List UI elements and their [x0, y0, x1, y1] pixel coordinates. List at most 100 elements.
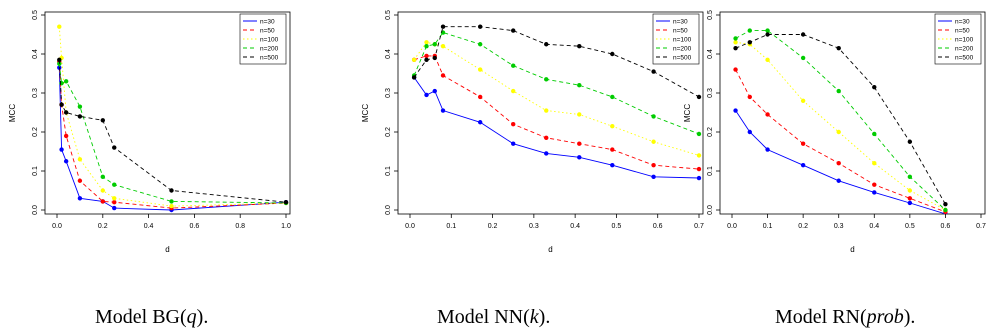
data-point-n=30 [59, 147, 64, 152]
data-point-n=50 [765, 112, 770, 117]
legend-label: n=500 [955, 54, 974, 61]
series-line-n=50 [735, 69, 946, 213]
x-axis-label: d [165, 245, 169, 254]
y-tick-label: 0.2 [707, 127, 714, 137]
data-point-n=500 [907, 139, 913, 144]
legend-label: n=50 [955, 27, 970, 34]
data-point-n=100 [77, 157, 83, 162]
data-point-n=500 [696, 94, 702, 100]
data-point-n=500 [57, 57, 62, 63]
x-tick-label: 0.5 [612, 223, 622, 230]
data-point-n=200 [100, 174, 106, 180]
data-point-n=30 [440, 108, 446, 113]
data-point-n=200 [424, 44, 429, 49]
data-point-n=100 [100, 188, 106, 193]
series-line-n=200 [735, 30, 946, 211]
x-axis-label: d [850, 245, 854, 254]
x-tick-label: 0.4 [869, 223, 879, 230]
data-point-n=30 [511, 141, 516, 146]
data-point-n=500 [610, 51, 615, 57]
legend-label: n=30 [955, 18, 970, 25]
data-point-n=50 [424, 53, 429, 59]
plot-frame [719, 11, 986, 215]
x-tick-label: 1.0 [281, 223, 291, 230]
x-tick-label: 0.4 [570, 223, 580, 230]
legend-label: n=50 [260, 27, 275, 34]
series-group [733, 28, 948, 214]
data-point-n=100 [440, 44, 446, 49]
y-tick-label: 0.3 [32, 88, 39, 98]
legend-label: n=100 [260, 36, 279, 43]
data-point-n=50 [577, 141, 582, 146]
y-axis-label: MCC [683, 104, 692, 122]
x-tick-label: 0.2 [798, 223, 808, 230]
y-axis-label: MCC [361, 104, 370, 122]
data-point-n=100 [765, 57, 770, 63]
y-tick-label: 0.5 [707, 10, 714, 20]
data-point-n=100 [872, 161, 877, 166]
data-point-n=200 [747, 28, 752, 33]
data-point-n=200 [112, 182, 117, 187]
data-point-n=500 [511, 28, 516, 33]
data-point-n=500 [943, 201, 948, 207]
legend-label: n=30 [673, 18, 688, 25]
data-point-n=50 [100, 199, 106, 204]
data-point-n=50 [610, 147, 615, 152]
data-point-n=500 [440, 24, 446, 29]
data-point-n=200 [77, 104, 83, 109]
series-line-n=30 [413, 77, 700, 179]
data-point-n=200 [169, 199, 174, 204]
y-tick-label: 0.5 [32, 10, 39, 20]
data-point-n=30 [63, 159, 69, 164]
data-point-n=30 [544, 151, 549, 156]
data-point-n=50 [511, 122, 516, 127]
data-point-n=500 [765, 32, 770, 37]
x-tick-label: 0.1 [763, 223, 773, 230]
data-point-n=500 [544, 42, 549, 47]
data-point-n=500 [411, 75, 417, 80]
x-tick-label: 0.0 [727, 223, 737, 230]
chart-panel-nn: 0.0 0.1 0.2 0.3 0.4 0.5 0.0 0.1 0.2 0.3 0.4 0.5 0.6 0… [361, 10, 704, 254]
data-point-n=500 [577, 44, 582, 49]
data-point-n=30 [747, 129, 752, 135]
x-tick-label: 0.2 [488, 223, 498, 230]
data-point-n=500 [432, 55, 437, 61]
legend-label: n=500 [260, 54, 279, 61]
legend-label: n=30 [260, 18, 275, 25]
legend-label: n=100 [673, 36, 692, 43]
data-point-n=50 [733, 67, 738, 72]
data-point-n=100 [800, 98, 806, 104]
data-point-n=200 [907, 174, 913, 180]
data-point-n=50 [112, 200, 117, 205]
series-line-n=200 [58, 63, 287, 204]
data-point-n=100 [651, 139, 656, 144]
caption-nn: Model NN(k). [437, 306, 551, 328]
data-point-n=30 [610, 162, 615, 168]
caption-rn: Model RN(prob). [775, 306, 916, 328]
data-point-n=100 [836, 129, 841, 135]
data-point-n=100 [733, 40, 738, 45]
plot-frame [397, 11, 704, 215]
data-point-n=500 [651, 69, 656, 74]
data-point-n=500 [733, 45, 738, 51]
data-point-n=200 [432, 42, 437, 47]
series-group [57, 24, 289, 213]
data-point-n=200 [943, 207, 948, 213]
x-tick-label: 0.4 [144, 223, 154, 230]
series-group [411, 24, 702, 181]
data-point-n=50 [696, 166, 702, 172]
x-tick-label: 0.6 [653, 223, 663, 230]
x-tick-label: 0.7 [694, 223, 704, 230]
x-tick-label: 0.6 [190, 223, 200, 230]
data-point-n=100 [169, 203, 174, 209]
data-point-n=200 [544, 77, 549, 82]
data-point-n=500 [800, 32, 806, 37]
y-tick-label: 0.4 [707, 49, 714, 59]
legend-label: n=200 [260, 45, 279, 52]
data-point-n=30 [733, 108, 738, 113]
data-point-n=500 [63, 110, 69, 115]
data-point-n=500 [283, 200, 289, 205]
data-point-n=500 [77, 114, 83, 119]
data-point-n=50 [63, 133, 69, 139]
data-point-n=200 [651, 114, 656, 119]
